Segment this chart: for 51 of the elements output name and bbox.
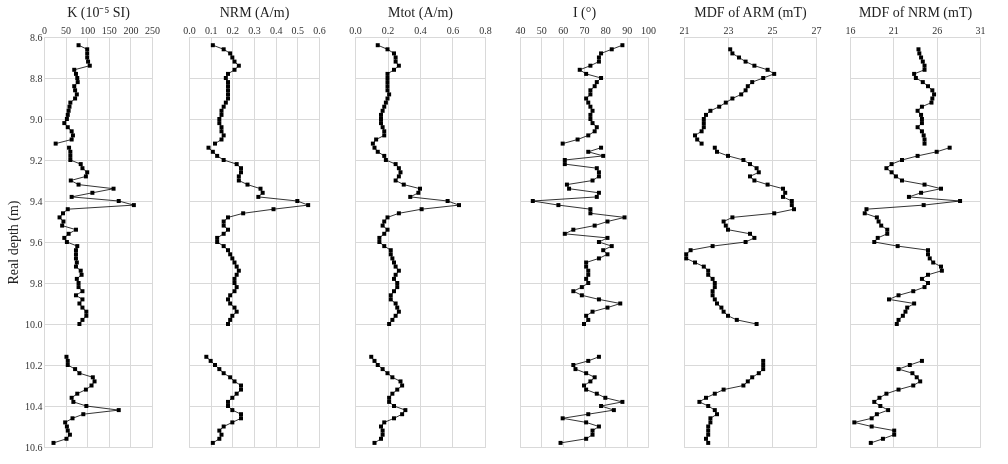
y-tick-label: 9.0 — [30, 113, 43, 125]
y-tick-label: 10.2 — [25, 359, 43, 371]
x-tick-label: 26 — [932, 24, 943, 36]
x-tick-label: 25 — [767, 24, 778, 36]
x-tick-label: 21 — [679, 24, 690, 36]
x-tick-label: 0.8 — [479, 24, 492, 36]
y-axis-title: Real depth (m) — [6, 200, 22, 285]
x-tick-label: 0.5 — [291, 24, 305, 36]
x-tick-label: 0.0 — [349, 24, 362, 36]
x-axis-title: Mtot (A/m) — [388, 4, 454, 21]
x-tick-label: 0.4 — [414, 24, 427, 36]
y-tick-label: 8.8 — [30, 72, 43, 84]
x-tick-label: 150 — [101, 24, 117, 36]
x-tick-label: 250 — [145, 24, 160, 36]
x-tick-label: 200 — [123, 24, 139, 36]
x-tick-label: 31 — [975, 24, 986, 36]
x-tick-label: 0.2 — [226, 24, 240, 36]
x-tick-label: 70 — [579, 24, 590, 36]
x-tick-label: 0.2 — [381, 24, 395, 36]
x-tick-label: 50 — [536, 24, 547, 36]
x-tick-label: 40 — [515, 24, 526, 36]
y-tick-label: 9.6 — [30, 236, 43, 248]
x-tick-label: 0.6 — [313, 24, 326, 36]
x-tick-label: 0.6 — [446, 24, 460, 36]
y-tick-label: 10.0 — [25, 318, 43, 330]
x-tick-label: 0 — [42, 24, 47, 36]
x-tick-label: 27 — [811, 24, 822, 36]
x-tick-label: 0.4 — [269, 24, 283, 36]
x-tick-label: 60 — [558, 24, 569, 36]
y-tick-label: 9.4 — [30, 195, 43, 207]
x-tick-label: 23 — [723, 24, 734, 36]
x-tick-label: 0.0 — [183, 24, 196, 36]
y-tick-label: 9.8 — [30, 277, 43, 289]
x-tick-label: 80 — [600, 24, 611, 36]
x-axis-title: K (10⁻⁵ SI) — [67, 4, 131, 21]
x-tick-label: 90 — [622, 24, 633, 36]
x-tick-label: 21 — [888, 24, 899, 36]
x-tick-label: 16 — [845, 24, 856, 36]
x-tick-label: 50 — [61, 24, 72, 36]
x-tick-label: 0.1 — [204, 24, 218, 36]
y-tick-label: 9.2 — [30, 154, 43, 166]
x-axis-title: I (°) — [572, 4, 597, 21]
y-tick-label: 10.6 — [25, 441, 43, 453]
x-axis-title: MDF of ARM (mT) — [694, 4, 808, 21]
x-tick-label: 100 — [80, 24, 96, 36]
x-axis-title: MDF of NRM (mT) — [858, 4, 973, 21]
x-axis-title: NRM (A/m) — [219, 4, 290, 21]
y-tick-label: 10.4 — [25, 400, 43, 412]
y-tick-label: 8.6 — [30, 31, 43, 43]
x-tick-label: 0.3 — [248, 24, 261, 36]
x-tick-label: 100 — [641, 24, 656, 36]
